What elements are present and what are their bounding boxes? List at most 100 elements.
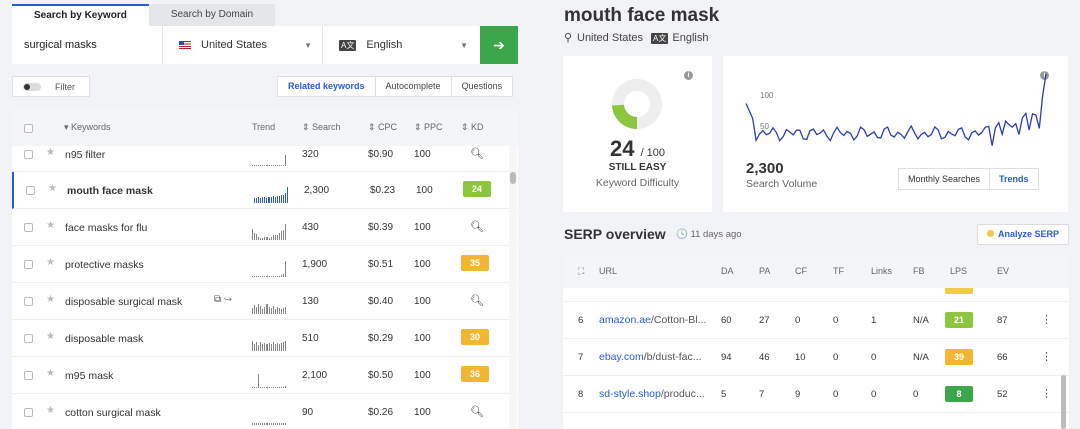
star-icon[interactable]: ★ — [48, 183, 57, 194]
row-checkbox[interactable] — [24, 371, 33, 380]
serp-tf: 0 — [833, 389, 839, 400]
kd-label: STILL EASY — [608, 162, 667, 173]
row-checkbox[interactable] — [24, 223, 33, 232]
tab-monthly-searches[interactable]: Monthly Searches — [908, 174, 981, 184]
volume-value: 2,300 — [746, 160, 784, 177]
trend-bar — [282, 165, 284, 166]
table-row[interactable]: ★ mouth face mask 2,300 $0.23 100 24 — [12, 172, 518, 209]
trend-bar — [268, 343, 270, 351]
tick-label-50: 50 — [760, 122, 769, 131]
trend-bar — [280, 275, 282, 277]
tab-questions[interactable]: Questions — [450, 77, 513, 96]
trend-bar — [258, 276, 260, 277]
tab-autocomplete[interactable]: Autocomplete — [374, 77, 451, 96]
trend-bar — [260, 198, 262, 203]
search-icon[interactable]: 🔍︎ — [470, 406, 484, 418]
tick-label-100: 100 — [760, 91, 774, 100]
keyword-text[interactable]: m95 mask — [65, 370, 114, 382]
trend-bar — [264, 165, 266, 166]
col-search[interactable]: ⇕ Search — [302, 122, 341, 132]
row-checkbox[interactable] — [24, 260, 33, 269]
trend-bar — [262, 238, 264, 240]
table-row[interactable]: ★ m95 mask 2,100 $0.50 100 36 — [12, 357, 518, 394]
keyword-text[interactable]: disposable mask — [65, 333, 144, 345]
col-ppc[interactable]: ⇕ PPC — [414, 122, 443, 132]
expand-icon[interactable]: ⛶ — [578, 266, 585, 276]
serp-url-link[interactable]: ebay.com/b/dust-fac... — [599, 351, 702, 363]
row-checkbox[interactable] — [24, 297, 33, 306]
col-keywords[interactable]: ▾ Keywords — [64, 122, 111, 132]
serp-url-link[interactable]: sd-style.shop/produc... — [599, 388, 705, 400]
star-icon[interactable]: ★ — [46, 405, 55, 416]
search-icon[interactable]: 🔍︎ — [470, 221, 484, 233]
keyword-input[interactable] — [12, 26, 162, 64]
country-select[interactable]: United States ▼ — [162, 26, 322, 64]
kebab-menu-icon[interactable]: ⋮ — [1041, 314, 1052, 326]
col-lps: LPS — [950, 266, 968, 276]
filter-toggle[interactable]: Filter — [12, 76, 90, 97]
kebab-menu-icon[interactable]: ⋮ — [1041, 388, 1052, 400]
search-icon[interactable]: 🔍︎ — [470, 295, 484, 307]
search-go-button[interactable]: ➔ — [480, 26, 518, 64]
toggle-switch[interactable] — [23, 82, 41, 91]
table-row[interactable]: ★ n95 filter 320 $0.90 100 🔍︎ — [12, 136, 518, 172]
select-all-checkbox[interactable] — [24, 124, 33, 133]
tab-search-by-keyword[interactable]: Search by Keyword — [12, 4, 149, 26]
info-icon[interactable]: i — [684, 71, 693, 80]
col-tf: TF — [833, 266, 844, 276]
trend-bar — [282, 342, 284, 351]
trend-bar — [256, 198, 258, 203]
col-kd[interactable]: ⇕ KD — [461, 122, 484, 132]
trend-bar — [276, 165, 278, 166]
row-checkbox[interactable] — [24, 150, 33, 159]
tab-trends[interactable]: Trends — [989, 169, 1038, 189]
star-icon[interactable]: ★ — [46, 331, 55, 342]
trend-bar — [282, 387, 284, 388]
star-icon[interactable]: ★ — [46, 257, 55, 268]
lps-badge: 39 — [945, 349, 973, 365]
row-checkbox[interactable] — [26, 186, 35, 195]
trend-bar — [272, 276, 274, 277]
table-scrollbar-track[interactable] — [509, 146, 517, 429]
ppc-value: 100 — [414, 149, 431, 160]
table-row[interactable]: ★ cotton surgical mask 90 $0.26 100 🔍︎ — [12, 394, 518, 429]
table-row[interactable]: ★ protective masks 1,900 $0.51 100 35 — [12, 246, 518, 283]
trend-bar — [274, 197, 276, 203]
table-header: ▾ Keywords Trend ⇕ Search ⇕ CPC ⇕ PPC ⇕ … — [12, 110, 518, 146]
analyze-serp-button[interactable]: Analyze SERP — [977, 224, 1069, 245]
keyword-text[interactable]: cotton surgical mask — [65, 407, 161, 419]
info-icon[interactable]: i — [1040, 71, 1049, 80]
copy-icon[interactable]: ⧉ ↪ — [214, 294, 232, 305]
serp-ev: 66 — [997, 352, 1008, 363]
star-icon[interactable]: ★ — [46, 147, 55, 158]
table-scrollbar-thumb[interactable] — [510, 172, 516, 184]
kebab-menu-icon[interactable]: ⋮ — [1041, 351, 1052, 363]
star-icon[interactable]: ★ — [46, 294, 55, 305]
keyword-text[interactable]: n95 filter — [65, 149, 106, 161]
serp-n: 6 — [578, 315, 584, 326]
trend-bar — [282, 308, 284, 314]
tab-search-by-domain[interactable]: Search by Domain — [148, 4, 276, 26]
tab-related-keywords[interactable]: Related keywords — [288, 81, 365, 91]
language-select[interactable]: A文 English ▼ — [322, 26, 478, 64]
search-icon[interactable]: 🔍︎ — [470, 148, 484, 160]
table-row[interactable]: ★ face masks for flu 430 $0.39 100 🔍︎ — [12, 209, 518, 246]
kd-badge: 30 — [461, 329, 489, 345]
serp-scrollbar-thumb[interactable] — [1061, 375, 1066, 429]
star-icon[interactable]: ★ — [46, 220, 55, 231]
trend-bar — [278, 423, 280, 425]
serp-da: 94 — [721, 352, 732, 363]
keyword-text[interactable]: protective masks — [65, 259, 144, 271]
serp-url-link[interactable]: amazon.ae/Cotton-Bl... — [599, 314, 707, 326]
table-row[interactable]: ★ disposable mask 510 $0.29 100 30 — [12, 320, 518, 357]
row-checkbox[interactable] — [24, 334, 33, 343]
col-cpc[interactable]: ⇕ CPC — [368, 122, 398, 132]
star-icon[interactable]: ★ — [46, 368, 55, 379]
row-checkbox[interactable] — [24, 408, 33, 417]
trend-bar — [262, 344, 264, 351]
col-trend[interactable]: Trend — [252, 122, 276, 132]
keyword-text[interactable]: disposable surgical mask — [65, 296, 183, 308]
keyword-text[interactable]: mouth face mask — [67, 185, 153, 197]
keyword-text[interactable]: face masks for flu — [65, 222, 148, 234]
table-row[interactable]: ★ disposable surgical mask ⧉ ↪ 130 $0.40 100 🔍… — [12, 283, 518, 320]
